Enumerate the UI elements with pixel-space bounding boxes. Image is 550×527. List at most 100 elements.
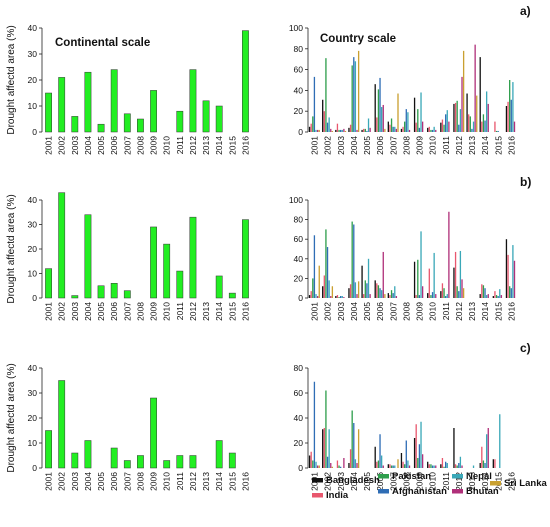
- x-tick-label: 2016: [240, 472, 250, 491]
- x-tick-label: 2008: [135, 472, 145, 491]
- bar-pakistan-2011: [443, 466, 445, 468]
- bar-bhutan-2003: [343, 458, 345, 468]
- bar-pakistan-2013: [469, 116, 471, 132]
- chart-2: 0 20 40 60 80 100 2001 2002 2003 2004 2005 2006 2007…: [289, 23, 517, 155]
- bar-2015: [228, 292, 236, 299]
- bar-bangladesh-2002: [322, 286, 324, 298]
- x-tick-label: 2010: [428, 472, 438, 491]
- bar-bhutan-2009: [421, 286, 424, 298]
- bar-nepal-2011: [446, 463, 448, 468]
- x-tick-label: 2013: [201, 472, 211, 491]
- bar-2014: [215, 440, 223, 469]
- bar-pakistan-2009: [417, 109, 419, 132]
- bar-sri-lanka-2001: [318, 265, 320, 298]
- bar-sri-lanka-2004: [357, 429, 360, 468]
- bar-pakistan-2010: [430, 464, 432, 468]
- bar-pakistan-2012: [456, 465, 458, 468]
- x-tick-label: 2014: [480, 472, 490, 491]
- bar-bhutan-2005: [369, 127, 371, 132]
- bar-bhutan-2011: [448, 211, 450, 298]
- x-tick-label: 2012: [454, 472, 464, 491]
- bar-2014: [215, 105, 223, 133]
- x-tick-label: 2009: [149, 302, 159, 321]
- bar-bangladesh-2012: [453, 428, 455, 468]
- y-tick-label: 40: [294, 413, 304, 423]
- x-tick-label: 2015: [493, 136, 503, 155]
- x-tick-label: 2013: [467, 302, 477, 321]
- bar-sri-lanka-2012: [462, 50, 465, 132]
- bar-2016: [242, 219, 249, 299]
- x-tick-label: 2004: [83, 302, 93, 321]
- bar-bangladesh-2002: [322, 429, 324, 468]
- bar-nepal-2012: [459, 109, 462, 132]
- bar-india-2008: [402, 126, 404, 132]
- bar-afghanistan-2001: [313, 76, 316, 132]
- x-tick-label: 2006: [109, 302, 119, 321]
- bar-bhutan-2016: [513, 260, 516, 298]
- y-tick-label: 0: [32, 293, 37, 303]
- x-tick-label: 2016: [506, 136, 516, 155]
- bar-bhutan-2011: [448, 121, 450, 132]
- bar-afghanistan-2010: [431, 129, 434, 132]
- bar-nepal-2012: [459, 456, 462, 468]
- bar-bangladesh-2012: [453, 267, 455, 298]
- bar-india-2012: [454, 464, 457, 468]
- x-tick-label: 2006: [109, 136, 119, 155]
- bar-india-2011: [441, 458, 444, 468]
- bar-bangladesh-2006: [374, 446, 376, 468]
- bar-bhutan-2002: [330, 463, 332, 468]
- bar-india-2005: [363, 294, 365, 298]
- bar-nepal-2016: [512, 245, 514, 298]
- bar-2007: [123, 113, 131, 133]
- legend-label-sri-lanka: Sri Lanka: [504, 478, 547, 489]
- bar-2005: [97, 123, 105, 133]
- bar-pakistan-2007: [390, 465, 393, 468]
- bar-india-2014: [481, 284, 483, 298]
- x-tick-label: 2016: [506, 302, 516, 321]
- y-tick-label: 30: [28, 388, 38, 398]
- legend-swatch-bangladesh: [312, 478, 323, 483]
- bar-bangladesh-2007: [387, 293, 389, 298]
- bar-pakistan-2015: [495, 130, 498, 132]
- bar-sri-lanka-2012: [462, 288, 465, 298]
- x-tick-label: 2008: [135, 302, 145, 321]
- bar-afghanistan-2007: [392, 126, 394, 132]
- bar-bangladesh-2016: [505, 239, 508, 298]
- bar-2016: [242, 30, 249, 133]
- bar-bangladesh-2003: [335, 296, 337, 298]
- bar-afghanistan-2008: [405, 440, 407, 468]
- bar-sri-lanka-2001: [318, 465, 320, 468]
- bar-pakistan-2001: [312, 116, 314, 132]
- bar-afghanistan-2009: [418, 295, 421, 298]
- bar-bangladesh-2014: [479, 57, 481, 133]
- bar-pakistan-2010: [430, 129, 432, 132]
- bar-bangladesh-2005: [361, 129, 363, 132]
- x-tick-label: 2014: [480, 136, 490, 155]
- bar-india-2004: [349, 449, 352, 468]
- bar-bhutan-2002: [330, 128, 332, 132]
- bar-india-2011: [441, 283, 444, 298]
- y-tick-label: 40: [28, 195, 38, 205]
- bar-afghanistan-2001: [313, 235, 316, 298]
- x-tick-label: 2009: [415, 302, 425, 321]
- bar-pakistan-2003: [338, 129, 340, 132]
- bar-afghanistan-2011: [445, 114, 447, 132]
- bar-afghanistan-2004: [353, 57, 355, 133]
- bar-sri-lanka-2004: [357, 50, 360, 132]
- bar-pakistan-2002: [325, 229, 327, 298]
- x-tick-label: 2009: [149, 472, 159, 491]
- x-tick-label: 2013: [467, 472, 477, 491]
- bar-india-2003: [336, 295, 339, 298]
- bar-bangladesh-2014: [479, 463, 481, 468]
- x-tick-label: 2001: [44, 136, 54, 155]
- bar-2007: [123, 460, 131, 469]
- y-tick-label: 10: [28, 101, 38, 111]
- bar-afghanistan-2012: [458, 124, 460, 132]
- x-tick-label: 2006: [375, 472, 385, 491]
- bar-bhutan-2015: [500, 295, 503, 298]
- x-tick-label: 2011: [441, 136, 451, 155]
- bar-pakistan-2002: [325, 390, 327, 468]
- y-tick-label: 0: [298, 127, 303, 137]
